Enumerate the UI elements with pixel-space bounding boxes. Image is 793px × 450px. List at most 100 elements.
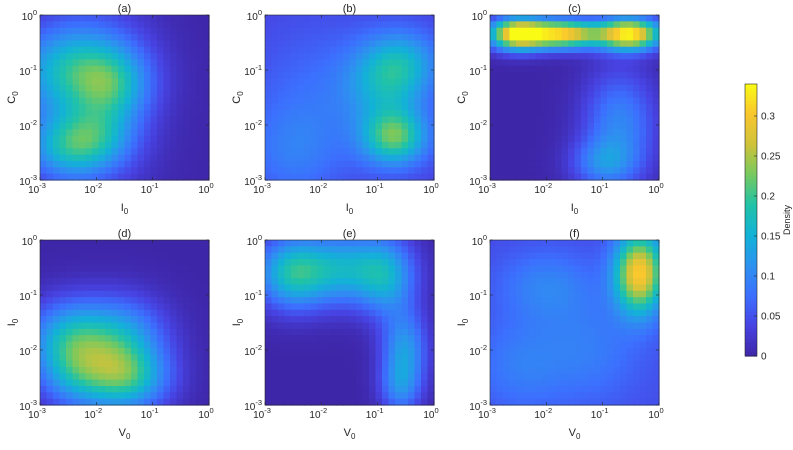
heatmap-cell [111, 290, 119, 298]
heatmap-cell [330, 84, 338, 92]
heatmap-cell [496, 366, 504, 374]
heatmap-cell [421, 53, 429, 61]
heatmap-cell [613, 240, 621, 247]
heatmap-cell [111, 379, 119, 387]
heatmap-cell [278, 341, 286, 349]
heatmap-cell [323, 160, 331, 168]
heatmap-cell [652, 271, 660, 279]
heatmap-cell [362, 129, 370, 137]
heatmap-cell [626, 72, 634, 80]
colorbar-label: Density [782, 204, 792, 235]
heatmap-cell [46, 259, 54, 266]
heatmap-cell [401, 122, 409, 130]
colorbar-segment [745, 172, 757, 177]
heatmap-cell [522, 290, 530, 298]
heatmap-cell [170, 122, 178, 130]
heatmap-cell [490, 141, 498, 149]
heatmap-cell [72, 322, 80, 330]
heatmap-cell [59, 141, 67, 149]
heatmap-cell [639, 303, 647, 311]
heatmap-cell [196, 347, 204, 355]
heatmap-cell [414, 309, 422, 317]
heatmap-cell [144, 160, 152, 168]
heatmap-cell [111, 385, 119, 393]
colorbar-segment [745, 87, 757, 92]
heatmap-cell [395, 103, 403, 111]
heatmap-cell [509, 354, 517, 362]
heatmap-cell [503, 398, 511, 406]
heatmap-cell [196, 160, 204, 168]
heatmap-cell [375, 360, 383, 368]
heatmap-cell [323, 328, 331, 336]
heatmap-cell [414, 303, 422, 311]
heatmap-cell [265, 46, 273, 54]
heatmap-cell [626, 65, 634, 73]
y-tick-exp: -1 [480, 63, 487, 72]
heatmap-cell [85, 246, 93, 254]
heatmap-cell [202, 167, 210, 175]
heatmap-cell [59, 341, 67, 349]
heatmap-cell [157, 373, 165, 381]
heatmap-cell [196, 354, 204, 362]
heatmap-cell [516, 366, 524, 374]
heatmap-cell [607, 392, 615, 400]
heatmap-cell [170, 385, 178, 393]
heatmap-cell [535, 271, 543, 279]
heatmap-cell [427, 72, 435, 80]
heatmap-cell [85, 347, 93, 355]
heatmap-cell [53, 27, 61, 35]
x-axis-label: V0 [119, 427, 131, 441]
heatmap-cell [189, 354, 197, 362]
heatmap-cell [522, 278, 530, 286]
heatmap-cell [639, 122, 647, 130]
heatmap-cell [613, 360, 621, 368]
y-tick-exp: -2 [30, 343, 37, 352]
heatmap-cell [278, 27, 286, 35]
heatmap-cell [574, 335, 582, 343]
heatmap-cell [330, 167, 338, 175]
heatmap-cell [40, 252, 48, 260]
heatmap-cell [183, 341, 191, 349]
heatmap-cell [336, 34, 344, 41]
heatmap-cell [535, 116, 543, 124]
heatmap-cell [548, 122, 556, 130]
heatmap-cell [496, 316, 504, 324]
heatmap-cell [652, 97, 660, 105]
heatmap-cell [323, 246, 331, 254]
heatmap-cell [639, 116, 647, 124]
heatmap-cell [323, 278, 331, 286]
heatmap-cell [284, 259, 292, 266]
heatmap-cell [427, 110, 435, 118]
heatmap-cell [408, 373, 416, 381]
heatmap-cell [542, 322, 550, 330]
heatmap-cell [388, 84, 396, 92]
heatmap-cell [421, 167, 429, 175]
heatmap-cell [72, 148, 80, 156]
heatmap-cell [343, 322, 351, 330]
heatmap-cell [304, 59, 312, 67]
heatmap-cell [304, 297, 312, 305]
heatmap-cell [626, 328, 634, 336]
heatmap-cell [427, 91, 435, 99]
heatmap-cell [111, 78, 119, 86]
heatmap-cell [53, 341, 61, 349]
heatmap-cell [421, 373, 429, 381]
heatmap-cell [594, 278, 602, 286]
x-axis-label-main: V [119, 427, 127, 439]
heatmap-cell [427, 154, 435, 162]
y-tick-label: 10-1 [469, 63, 487, 78]
heatmap-cell [53, 72, 61, 80]
heatmap-cell [395, 110, 403, 118]
heatmap-cell [131, 34, 139, 41]
y-axis-label-main: C [6, 96, 18, 104]
heatmap-cell [626, 322, 634, 330]
heatmap-cell [137, 154, 145, 162]
heatmap-cell [548, 246, 556, 254]
heatmap-cell [170, 322, 178, 330]
heatmap-cell [196, 110, 204, 118]
heatmap-cell [382, 290, 390, 298]
heatmap-cell [317, 347, 325, 355]
heatmap-cell [427, 278, 435, 286]
heatmap-cell [408, 65, 416, 73]
heatmap-cell [509, 398, 517, 406]
